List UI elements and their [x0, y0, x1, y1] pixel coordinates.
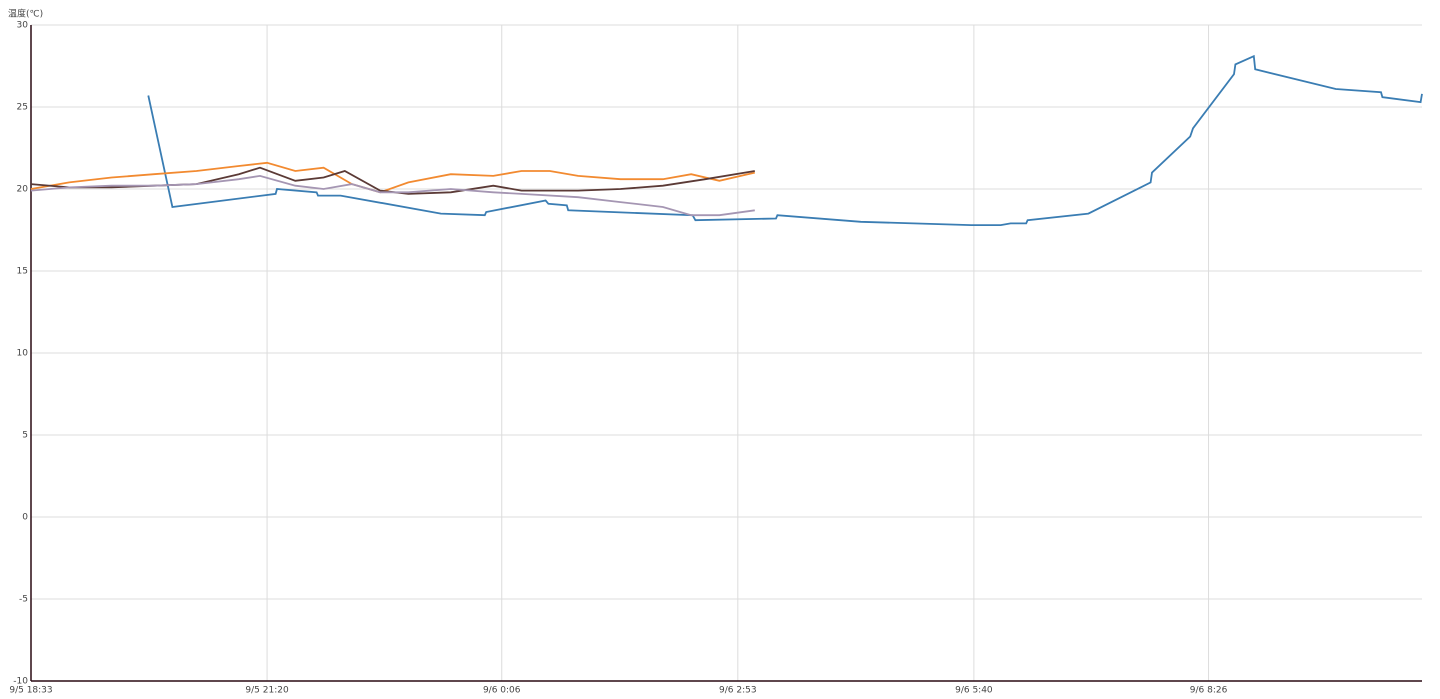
series-line: [30, 161, 756, 194]
y-tick-label: 30: [17, 21, 29, 31]
x-tick-label: 9/6 5:40: [955, 686, 993, 696]
y-axis-label: 温度(℃): [8, 8, 43, 20]
x-tick-label: 9/5 21:20: [245, 686, 289, 696]
x-tick-label: 9/6 0:06: [483, 686, 521, 696]
series-line: [147, 54, 1423, 226]
y-tick-label: 25: [17, 103, 28, 113]
y-tick-label: -5: [19, 595, 28, 605]
x-tick-label: 9/6 2:53: [719, 686, 757, 696]
series-line: [30, 166, 755, 195]
y-tick-label: 20: [17, 185, 29, 195]
series-line: [30, 174, 755, 217]
y-tick-label: -10: [13, 677, 28, 687]
x-tick-label: 9/6 8:26: [1190, 686, 1228, 696]
x-tick-label: 9/5 18:33: [9, 686, 52, 696]
y-tick-label: 5: [22, 431, 28, 441]
y-tick-label: 0: [22, 513, 28, 523]
y-tick-label: 10: [17, 349, 29, 359]
y-tick-label: 15: [17, 267, 28, 277]
